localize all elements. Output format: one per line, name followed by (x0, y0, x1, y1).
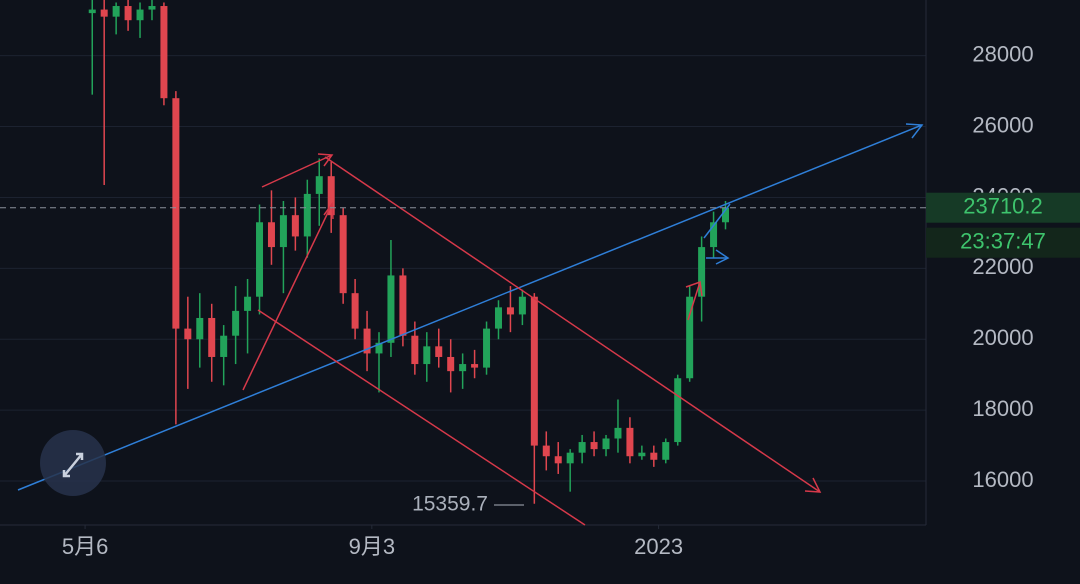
arrow-head (317, 153, 334, 167)
trend-line (261, 154, 333, 188)
candle-body (267, 222, 275, 248)
expand-button-bg[interactable] (40, 430, 106, 496)
candle-body (387, 275, 395, 343)
candle-body (722, 207, 730, 223)
x-tick-label: 2023 (634, 534, 683, 559)
candle-body (471, 364, 479, 368)
candle-body (578, 442, 586, 453)
candle-body (291, 215, 299, 237)
drawings (17, 123, 924, 526)
y-tick-label: 16000 (972, 467, 1033, 492)
candle-body (686, 296, 694, 379)
candle-body (315, 176, 323, 194)
y-axis: 16000180002000022000240002600028000 (972, 41, 1033, 491)
expand-button[interactable] (40, 430, 106, 496)
candle-body (459, 364, 467, 372)
candle-body (244, 296, 252, 311)
x-tick-label: 5月6 (62, 534, 108, 559)
arrow-head (323, 201, 334, 220)
candle-body (626, 427, 634, 457)
arrow-head (905, 123, 924, 139)
candle-body (279, 215, 287, 248)
countdown-box (926, 227, 1080, 258)
arrow-head (715, 249, 730, 265)
last-price: 23710.2 23:37:47 (0, 192, 1080, 258)
candle-body (435, 346, 443, 357)
x-axis: 5月6 9月3 2023 (62, 525, 683, 559)
candle-body (411, 335, 419, 365)
candle-body (662, 442, 670, 460)
candle-body (518, 296, 526, 315)
candle-body (530, 296, 538, 446)
candle-body (124, 6, 132, 21)
y-tick-label: 22000 (972, 254, 1033, 279)
candle-body (566, 452, 574, 464)
y-tick-label: 18000 (972, 396, 1033, 421)
candle-body (351, 293, 359, 329)
candle-body (112, 6, 120, 17)
candle-body (172, 98, 180, 329)
candle-body (698, 247, 706, 297)
candle-body (184, 328, 192, 340)
trend-line (242, 203, 333, 391)
candle-body (303, 193, 311, 237)
candle-body (614, 427, 622, 439)
candle-body (339, 215, 347, 294)
trend-line (687, 281, 701, 321)
candle-body (196, 317, 204, 340)
y-tick-label: 26000 (972, 112, 1033, 137)
last-price-box (926, 192, 1080, 223)
candle-body (399, 275, 407, 336)
candle-body (208, 317, 216, 357)
expand-icon[interactable] (62, 452, 84, 478)
y-tick-label: 20000 (972, 325, 1033, 350)
candle-body (494, 307, 502, 329)
candle-body (375, 342, 383, 354)
candle-body (674, 378, 682, 443)
arrow-head (685, 280, 703, 297)
candle-body (363, 328, 371, 354)
candle-body (542, 445, 550, 457)
candle-body (447, 356, 455, 372)
candle-body (232, 310, 240, 336)
candle-body (483, 328, 491, 368)
candle-body (710, 222, 718, 248)
candles (88, 0, 730, 504)
arrow-head (804, 477, 822, 493)
candle-body (650, 452, 658, 460)
low-label: 15359.7 (412, 493, 488, 516)
candle-body (554, 456, 562, 464)
candle-body (256, 222, 264, 297)
candle-body (590, 442, 598, 450)
last-price-label: 23710.2 (963, 194, 1043, 219)
channel-lower (257, 309, 586, 526)
candle-body (423, 346, 431, 365)
countdown-label: 23:37:47 (960, 229, 1046, 254)
x-tick-label: 9月3 (349, 534, 395, 559)
candle-body (602, 438, 610, 450)
candle-body (506, 307, 514, 315)
candle-body (148, 6, 156, 10)
candle-body (638, 452, 646, 457)
candle-body (100, 9, 108, 17)
candle-body (136, 9, 144, 21)
y-tick-label: 28000 (972, 41, 1033, 66)
grid (0, 55, 926, 482)
trend-line (703, 203, 731, 239)
trend-line (17, 124, 923, 491)
candle-body (220, 335, 228, 357)
candle-body (88, 9, 96, 14)
candle-body (327, 176, 335, 216)
candle-body (160, 6, 168, 99)
channel-upper (324, 156, 821, 493)
